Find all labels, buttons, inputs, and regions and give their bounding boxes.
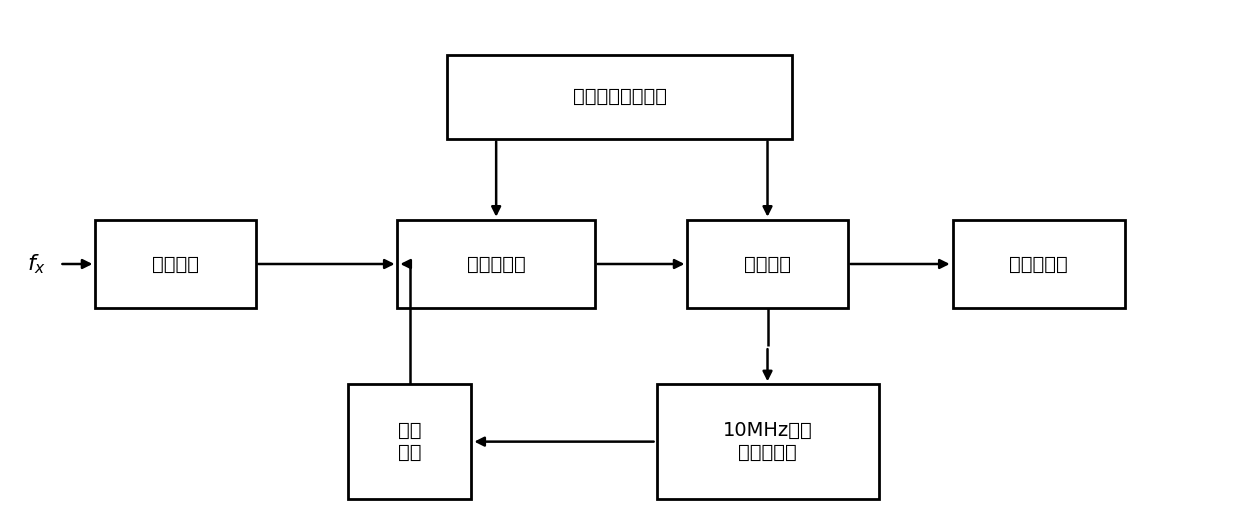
Text: 异频锁相环: 异频锁相环 xyxy=(467,254,525,274)
Bar xyxy=(657,384,878,499)
Bar xyxy=(95,220,255,308)
Text: 相噪提取: 相噪提取 xyxy=(743,254,790,274)
Bar xyxy=(447,55,792,139)
Bar xyxy=(348,384,472,499)
Bar xyxy=(953,220,1125,308)
Text: $f_x$: $f_x$ xyxy=(27,252,47,276)
Text: 10MHz压控
晶体振荡器: 10MHz压控 晶体振荡器 xyxy=(722,421,813,462)
Text: 放大整形: 放大整形 xyxy=(152,254,199,274)
Bar xyxy=(688,220,847,308)
Text: 放大
整形: 放大 整形 xyxy=(398,421,421,462)
Text: 频谱分析仪: 频谱分析仪 xyxy=(1010,254,1068,274)
Bar xyxy=(398,220,595,308)
Text: 参数自动控制电路: 参数自动控制电路 xyxy=(572,87,667,106)
